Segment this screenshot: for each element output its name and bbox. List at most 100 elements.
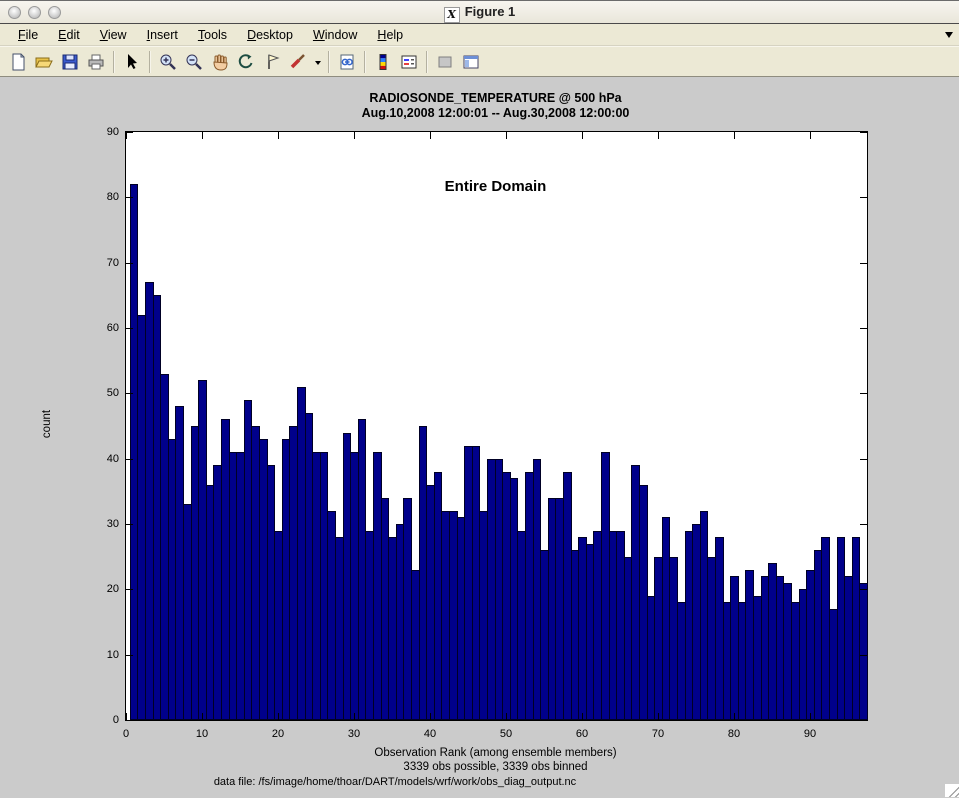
- y-tick-mark: [860, 132, 867, 133]
- y-tick-mark: [126, 589, 133, 590]
- edit-plot-icon[interactable]: [120, 50, 144, 74]
- hide-plot-tools-icon[interactable]: [433, 50, 457, 74]
- toolbar-separator: [328, 51, 330, 73]
- menu-desktop[interactable]: Desktop: [237, 26, 303, 44]
- y-tick-mark: [126, 197, 133, 198]
- zoom-out-icon[interactable]: [182, 50, 206, 74]
- x-tick-mark: [278, 713, 279, 720]
- bar-rank-97: [859, 583, 868, 720]
- x11-icon: X: [444, 7, 460, 23]
- menu-edit[interactable]: Edit: [48, 26, 90, 44]
- y-axis-label: count: [41, 124, 53, 724]
- titlebar[interactable]: XFigure 1: [0, 1, 959, 24]
- figure-canvas: RADIOSONDE_TEMPERATURE @ 500 hPa Aug.10,…: [0, 78, 959, 798]
- x-tick-mark: [810, 132, 811, 139]
- annotation-entire-domain: Entire Domain: [125, 178, 866, 195]
- x-tick-mark: [430, 132, 431, 139]
- brush-dropdown-icon[interactable]: [312, 50, 323, 74]
- plot-area: 01020304050607080900102030405060708090: [125, 131, 868, 721]
- x-tick-mark: [734, 713, 735, 720]
- menu-insert[interactable]: Insert: [137, 26, 188, 44]
- brush-icon[interactable]: [286, 50, 310, 74]
- print-figure-icon[interactable]: [84, 50, 108, 74]
- insert-legend-icon[interactable]: [397, 50, 421, 74]
- y-tick-label: 20: [107, 583, 119, 595]
- y-tick-mark: [860, 589, 867, 590]
- y-tick-mark: [860, 720, 867, 721]
- y-tick-mark: [860, 328, 867, 329]
- y-tick-label: 80: [107, 191, 119, 203]
- menu-help[interactable]: Help: [367, 26, 413, 44]
- y-tick-mark: [126, 263, 133, 264]
- save-figure-icon[interactable]: [58, 50, 82, 74]
- x-tick-label: 10: [196, 728, 208, 740]
- resize-grip[interactable]: [945, 784, 959, 797]
- y-tick-label: 40: [107, 453, 119, 465]
- y-tick-mark: [860, 393, 867, 394]
- x-tick-mark: [582, 132, 583, 139]
- y-tick-mark: [860, 524, 867, 525]
- x-tick-mark: [582, 713, 583, 720]
- insert-colorbar-icon[interactable]: [371, 50, 395, 74]
- zoom-in-icon[interactable]: [156, 50, 180, 74]
- rotate-3d-icon[interactable]: [234, 50, 258, 74]
- show-plot-tools-icon[interactable]: [459, 50, 483, 74]
- x-tick-label: 30: [348, 728, 360, 740]
- x-tick-mark: [278, 132, 279, 139]
- y-tick-label: 30: [107, 518, 119, 530]
- y-tick-mark: [860, 655, 867, 656]
- x-tick-mark: [506, 713, 507, 720]
- toolbar-separator: [364, 51, 366, 73]
- menu-view[interactable]: View: [90, 26, 137, 44]
- y-tick-mark: [860, 459, 867, 460]
- data-cursor-icon[interactable]: [260, 50, 284, 74]
- y-tick-label: 70: [107, 257, 119, 269]
- x-tick-mark: [126, 713, 127, 720]
- window-title: XFigure 1: [0, 4, 959, 23]
- menu-window[interactable]: Window: [303, 26, 367, 44]
- y-tick-mark: [126, 655, 133, 656]
- menu-overflow-icon[interactable]: [945, 32, 953, 38]
- y-tick-mark: [126, 524, 133, 525]
- y-tick-label: 90: [107, 126, 119, 138]
- x-tick-mark: [430, 713, 431, 720]
- toolbar: [0, 46, 959, 77]
- x-tick-mark: [126, 132, 127, 139]
- link-plot-icon[interactable]: [335, 50, 359, 74]
- chart-title-line2: Aug.10,2008 12:00:01 -- Aug.30,2008 12:0…: [125, 106, 866, 121]
- x-tick-label: 90: [804, 728, 816, 740]
- y-tick-mark: [126, 132, 133, 133]
- new-figure-icon[interactable]: [6, 50, 30, 74]
- y-tick-mark: [126, 720, 133, 721]
- x-axis-label: Observation Rank (among ensemble members…: [125, 746, 866, 774]
- menu-file[interactable]: File: [8, 26, 48, 44]
- x-tick-mark: [506, 132, 507, 139]
- y-tick-mark: [860, 263, 867, 264]
- x-tick-mark: [658, 713, 659, 720]
- chart-title-line1: RADIOSONDE_TEMPERATURE @ 500 hPa: [125, 91, 866, 106]
- menu-tools[interactable]: Tools: [188, 26, 237, 44]
- x-tick-label: 70: [652, 728, 664, 740]
- x-axis-label-line1: Observation Rank (among ensemble members…: [125, 746, 866, 760]
- y-tick-label: 0: [113, 714, 119, 726]
- toolbar-separator: [149, 51, 151, 73]
- menubar: FileEditViewInsertToolsDesktopWindowHelp: [0, 24, 959, 46]
- data-file-path: data file: /fs/image/home/thoar/DART/mod…: [10, 776, 780, 788]
- toolbar-separator: [113, 51, 115, 73]
- chart-title: RADIOSONDE_TEMPERATURE @ 500 hPa Aug.10,…: [125, 91, 866, 121]
- x-tick-mark: [354, 713, 355, 720]
- y-tick-label: 60: [107, 322, 119, 334]
- x-axis-label-line2: 3339 obs possible, 3339 obs binned: [125, 760, 866, 774]
- x-tick-mark: [658, 132, 659, 139]
- x-tick-mark: [202, 713, 203, 720]
- open-file-icon[interactable]: [32, 50, 56, 74]
- x-tick-label: 60: [576, 728, 588, 740]
- y-tick-mark: [126, 459, 133, 460]
- y-tick-mark: [860, 197, 867, 198]
- y-tick-mark: [126, 393, 133, 394]
- x-tick-mark: [734, 132, 735, 139]
- pan-icon[interactable]: [208, 50, 232, 74]
- x-tick-mark: [354, 132, 355, 139]
- x-tick-mark: [202, 132, 203, 139]
- x-tick-mark: [810, 713, 811, 720]
